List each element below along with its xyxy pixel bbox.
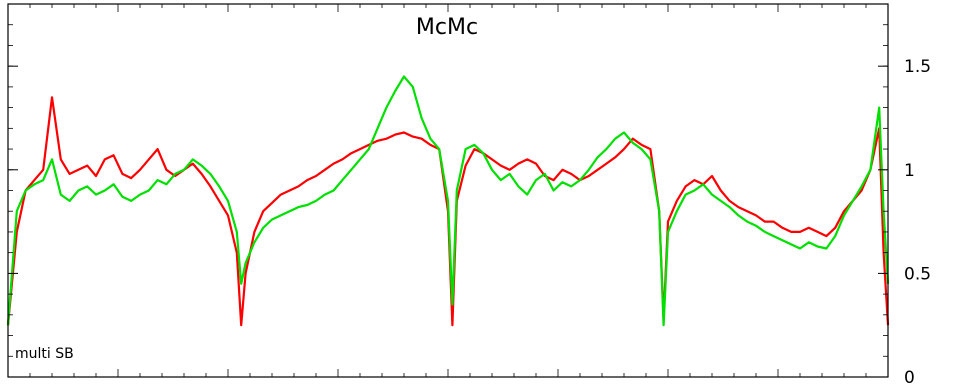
y-tick-label: 1 bbox=[904, 161, 915, 181]
chart-title: McMc bbox=[416, 15, 478, 40]
y-tick-label: 0.5 bbox=[904, 264, 931, 284]
series-layer bbox=[6, 75, 890, 327]
plot-frame bbox=[7, 3, 889, 378]
y-tick-label: 1.5 bbox=[904, 57, 931, 77]
chart-annotation: multi SB bbox=[15, 346, 74, 362]
y-tick-label: 0 bbox=[904, 368, 915, 388]
axes-layer: 0 0.5 1 1.5 bbox=[7, 3, 931, 388]
series-line-2 bbox=[6, 75, 890, 327]
series-line-1 bbox=[6, 96, 890, 327]
